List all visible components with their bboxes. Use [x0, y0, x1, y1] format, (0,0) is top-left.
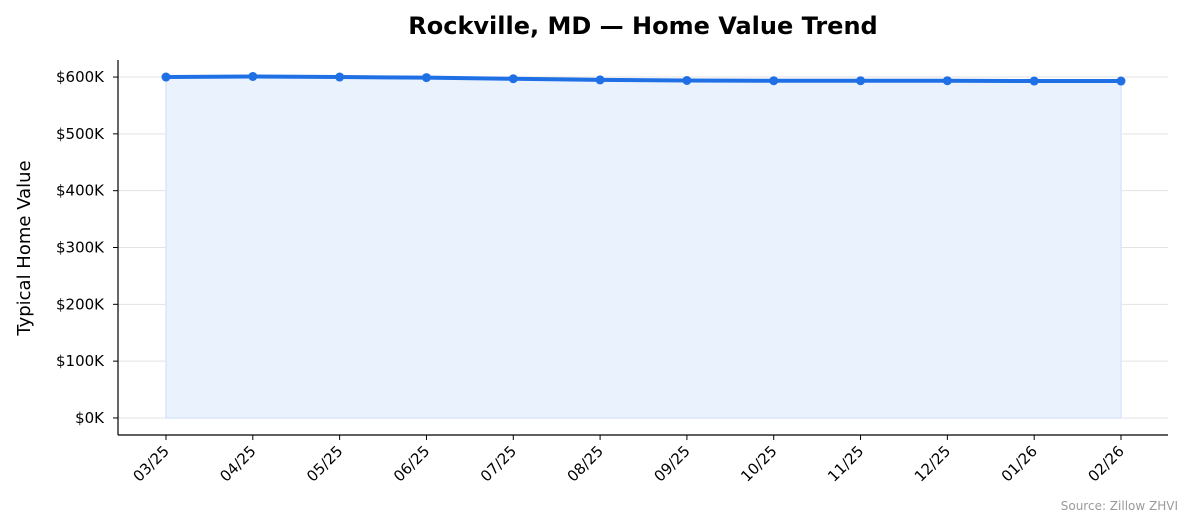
- y-axis-label: Typical Home Value: [14, 160, 35, 336]
- y-tick-label: $100K: [56, 352, 105, 370]
- x-tick-label: 12/25: [911, 442, 954, 485]
- axes: [113, 60, 1168, 440]
- y-tick-label: $0K: [75, 409, 105, 427]
- x-tick-label: 02/26: [1085, 442, 1128, 485]
- y-tick-label: $300K: [56, 239, 105, 257]
- data-point: [856, 76, 866, 86]
- data-point: [161, 72, 171, 82]
- x-tick-labels: 03/25 04/25 05/25 06/25 07/25 08/25 09/25 10/25…: [130, 442, 1128, 485]
- x-tick-label: 10/25: [737, 442, 780, 485]
- series-line: [164, 74, 1123, 84]
- x-tick-label: 09/25: [650, 442, 693, 485]
- area-fill: [165, 75, 1122, 419]
- data-point: [421, 73, 431, 83]
- data-point: [769, 76, 779, 86]
- x-tick-label: 11/25: [824, 442, 867, 485]
- data-points: [161, 71, 1126, 86]
- x-tick-label: 05/25: [303, 442, 346, 485]
- chart-title: Rockville, MD — Home Value Trend: [408, 12, 877, 40]
- x-tick-label: 06/25: [390, 442, 433, 485]
- data-point: [682, 75, 692, 85]
- data-point: [335, 72, 345, 82]
- x-tick-label: 04/25: [216, 442, 259, 485]
- x-tick-label: 08/25: [564, 442, 607, 485]
- y-tick-label: $600K: [56, 68, 105, 86]
- y-tick-labels: $0K $100K $200K $300K $400K $500K $600K: [56, 68, 105, 427]
- source-note: Source: Zillow ZHVI: [1061, 499, 1178, 513]
- y-tick-label: $400K: [56, 182, 105, 200]
- data-point: [508, 74, 518, 84]
- area-fill-layer: [165, 75, 1122, 419]
- x-tick-label: 03/25: [130, 442, 173, 485]
- y-tick-label: $200K: [56, 295, 105, 313]
- x-tick-label: 01/26: [998, 442, 1041, 485]
- x-tick-label: 07/25: [477, 442, 520, 485]
- data-point: [248, 71, 258, 81]
- data-point: [595, 75, 605, 85]
- data-point: [1029, 76, 1039, 86]
- data-point: [1116, 76, 1126, 86]
- y-tick-label: $500K: [56, 125, 105, 143]
- data-point: [942, 76, 952, 86]
- series-line-layer: [164, 74, 1123, 84]
